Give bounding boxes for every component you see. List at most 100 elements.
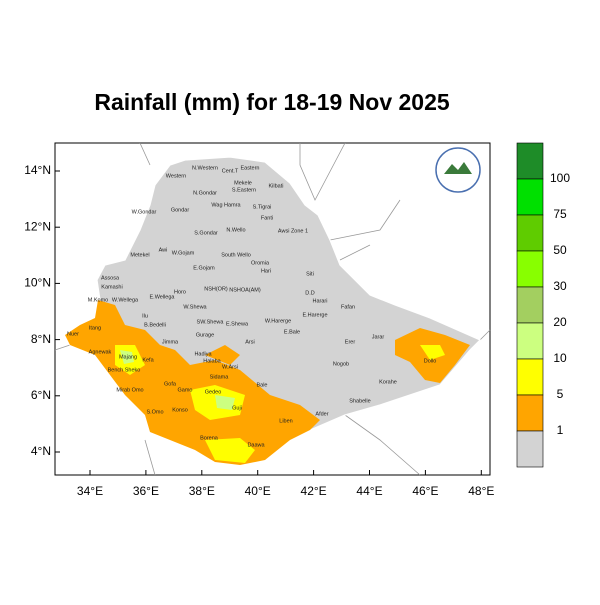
x-tick-label: 44°E	[356, 484, 382, 498]
region-label: S.Tigrai	[253, 204, 272, 210]
region-label: Shabelle	[349, 398, 370, 404]
region-label: Halaba	[203, 358, 221, 364]
region-label: Korahe	[379, 379, 397, 385]
rain-area	[205, 328, 470, 383]
region-label: Jarar	[372, 334, 385, 340]
region-label: Mirab Omo	[116, 387, 143, 393]
colorbar-box	[516, 250, 544, 288]
y-tick-label: 10°N	[24, 276, 51, 290]
region-label: Bench Sheko	[108, 367, 141, 373]
region-label: S.Omo	[146, 409, 163, 415]
y-tick-label: 12°N	[24, 219, 51, 233]
region-label: W.Shewa	[183, 304, 207, 310]
region-label: Horo	[174, 289, 186, 295]
y-tick-label: 4°N	[31, 444, 51, 458]
region-label: Gedeo	[205, 389, 222, 395]
rain-area	[120, 350, 235, 410]
region-label: Hari	[261, 268, 271, 274]
region-label: Eastern	[241, 165, 260, 171]
region-label: SW.Shewa	[197, 319, 225, 325]
region-label: M.Komo	[88, 297, 108, 303]
region-label: South Wello	[221, 252, 251, 258]
colorbar-label: 100	[550, 171, 570, 185]
title: Rainfall (mm) for 18-19 Nov 2025	[94, 89, 450, 115]
region-label: S.Eastern	[232, 187, 256, 193]
colorbar-box	[516, 322, 544, 360]
region-label: Cent.T	[222, 168, 239, 174]
region-label: Konso	[172, 407, 188, 413]
x-tick-label: 40°E	[245, 484, 271, 498]
region-label: Kefa	[142, 357, 154, 363]
region-label: Harari	[313, 298, 328, 304]
region-label: Gamo	[178, 387, 193, 393]
colorbar-box	[516, 430, 544, 468]
colorbar-box	[516, 358, 544, 396]
neighbor-borders	[54, 142, 491, 476]
region-label: N.Western	[192, 165, 218, 171]
colorbar-label: 50	[553, 243, 567, 257]
region-label: Gofa	[164, 381, 177, 387]
region-label: W.Gondar	[132, 209, 157, 215]
colorbar-box	[516, 214, 544, 252]
x-tick-label: 42°E	[301, 484, 327, 498]
x-tick-label: 48°E	[468, 484, 494, 498]
x-tick-label: 38°E	[189, 484, 215, 498]
region-label: Ilu	[142, 313, 148, 319]
colorbar-label: 10	[553, 351, 567, 365]
region-label: Erer	[345, 339, 356, 345]
colorbar-label: 20	[553, 315, 567, 329]
region-label: NSH(OR)	[204, 286, 228, 292]
region-label: Fanti	[261, 215, 273, 221]
region-label: E.Bale	[284, 329, 300, 335]
region-label: D.D	[305, 290, 315, 296]
region-label: Nogob	[333, 361, 349, 367]
colorbar-box	[516, 394, 544, 432]
region-label: Nuer	[67, 331, 79, 337]
region-label: E.Wellega	[150, 294, 176, 300]
region-label: Awsi Zone 1	[278, 228, 308, 234]
region-label: Kamashi	[101, 284, 122, 290]
region-label: Gondar	[171, 207, 190, 213]
region-label: B.Bedelli	[144, 322, 166, 328]
region-label: Borena	[200, 435, 219, 441]
region-label: E.Gojam	[193, 265, 215, 271]
region-label: Jimma	[162, 339, 179, 345]
region-label: E.Shewa	[226, 321, 249, 327]
region-label: Kilbati	[269, 183, 284, 189]
region-label: Majang	[119, 354, 137, 360]
region-label: Metekel	[130, 252, 149, 258]
region-label: Liben	[279, 418, 292, 424]
region-label: Wag Hamra	[211, 202, 241, 208]
region-label: W.Arsi	[222, 364, 238, 370]
region-label: Hadiya	[194, 351, 212, 357]
region-label: Afder	[315, 411, 328, 417]
colorbar-box	[516, 178, 544, 216]
region-label: Daawa	[247, 442, 265, 448]
region-label: NSHOA(AM)	[229, 287, 261, 293]
region-label: Dollo	[424, 358, 437, 364]
region-label: Fafan	[341, 304, 355, 310]
y-tick-label: 6°N	[31, 388, 51, 402]
region-label: Sidama	[210, 374, 230, 380]
y-tick-label: 8°N	[31, 332, 51, 346]
region-label: Assosa	[101, 275, 120, 281]
colorbar-label: 30	[553, 279, 567, 293]
region-label: Arsi	[245, 339, 254, 345]
region-label: W.Harerge	[265, 318, 291, 324]
region-label: Siti	[306, 271, 314, 277]
region-label: Gurage	[196, 332, 214, 338]
colorbar-label: 5	[557, 387, 564, 401]
region-label: E.Harerge	[302, 312, 327, 318]
region-label: W.Wellega	[112, 297, 139, 303]
region-label: N.Wello	[226, 227, 245, 233]
colorbar-box	[516, 142, 544, 180]
region-label: S.Gondar	[194, 230, 218, 236]
logo	[444, 162, 472, 174]
region-label: Oromia	[251, 260, 270, 266]
region-label: Mekele	[234, 180, 252, 186]
region-label: Agnewak	[89, 349, 112, 355]
y-tick-label: 14°N	[24, 163, 51, 177]
x-tick-label: 34°E	[77, 484, 103, 498]
region-label: Bale	[256, 382, 267, 388]
x-tick-label: 36°E	[133, 484, 159, 498]
